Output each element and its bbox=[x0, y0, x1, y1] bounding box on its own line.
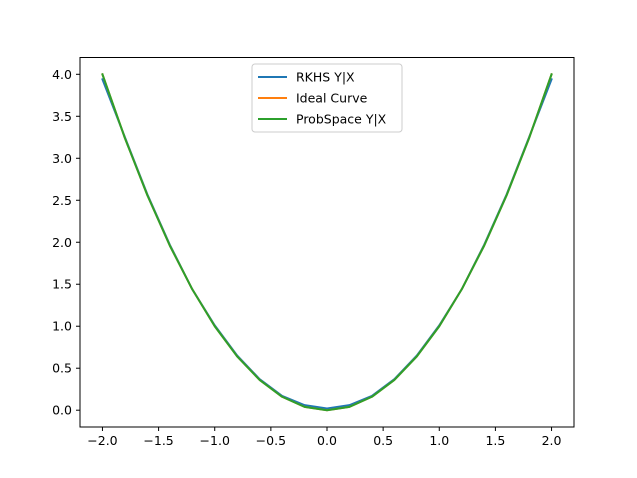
x-tick-label: −2.0 bbox=[87, 433, 117, 448]
series-lines bbox=[101, 73, 553, 412]
x-axis: −2.0 −1.5 −1.0 −0.5 0.0 0.5 1.0 1.5 2.0 bbox=[87, 427, 562, 448]
y-tick-label: 1.5 bbox=[52, 277, 72, 292]
y-axis: 0.0 0.5 1.0 1.5 2.0 2.5 3.0 3.5 4.0 bbox=[52, 67, 80, 418]
y-tick-label: 0.5 bbox=[52, 361, 72, 376]
series-line-2 bbox=[101, 73, 553, 412]
x-tick-label: 0.0 bbox=[317, 433, 337, 448]
legend-label-rkhs: RKHS Y|X bbox=[296, 70, 355, 85]
legend-label-ideal: Ideal Curve bbox=[296, 91, 368, 106]
x-tick-label: 0.5 bbox=[373, 433, 393, 448]
x-tick-label: 1.0 bbox=[429, 433, 449, 448]
y-tick-label: 3.5 bbox=[52, 109, 72, 124]
y-tick-label: 2.0 bbox=[52, 235, 72, 250]
x-tick-label: −0.5 bbox=[256, 433, 286, 448]
legend-box bbox=[251, 63, 403, 133]
y-tick-label: 3.0 bbox=[52, 151, 72, 166]
legend-label-probspace: ProbSpace Y|X bbox=[296, 112, 387, 127]
x-tick-label: −1.0 bbox=[200, 433, 230, 448]
y-tick-label: 2.5 bbox=[52, 193, 72, 208]
x-tick-label: −1.5 bbox=[143, 433, 173, 448]
x-tick-label: 2.0 bbox=[542, 433, 562, 448]
x-tick-label: 1.5 bbox=[485, 433, 505, 448]
y-tick-label: 4.0 bbox=[52, 67, 72, 82]
legend: RKHS Y|X Ideal Curve ProbSpace Y|X bbox=[251, 63, 403, 133]
y-tick-label: 0.0 bbox=[52, 403, 72, 418]
y-tick-label: 1.0 bbox=[52, 319, 72, 334]
